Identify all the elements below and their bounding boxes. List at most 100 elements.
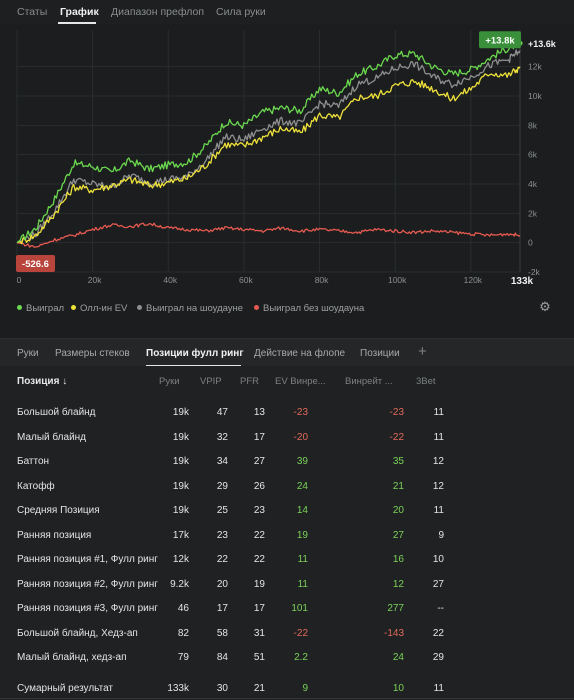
hands-value: 12k: [172, 554, 189, 565]
pfr-value: 27: [253, 456, 265, 467]
chart-svg: 12k 10k 8k 6k 4k 2k 0 -2k 0 20k 40k 60k 80k 100k 120k 1…: [16, 30, 557, 287]
pfr-value: 19: [253, 578, 265, 590]
hands-value: 133k: [167, 682, 189, 694]
pfr-value: 17: [253, 603, 265, 614]
vpip-value: 22: [216, 554, 228, 565]
winrate-value: 12: [392, 578, 404, 590]
table-row[interactable]: Ранняя позиция #1, Фулл ринг 12k 22 22 11 16 1…: [0, 545, 574, 569]
table-row[interactable]: Большой блайнд 19k 47 13 -23 -23 11: [0, 398, 574, 422]
column-header-vpip[interactable]: VPIP: [200, 376, 222, 387]
pfr-value: 13: [253, 407, 265, 418]
tab-hands[interactable]: Руки: [17, 348, 39, 359]
stats-panel: [0, 338, 574, 700]
3bet-value: 11: [433, 682, 444, 694]
legend-label-showdown: Выиграл на шоудауне: [146, 303, 244, 314]
table-row[interactable]: Баттон 19k 34 27 39 35 12: [0, 447, 574, 471]
ev-winrate-value: 19: [296, 529, 308, 541]
vpip-value: 32: [216, 431, 228, 443]
ev-winrate-value: 14: [296, 505, 308, 516]
ev-winrate-value: 2.2: [294, 652, 308, 663]
x-tick-label: 80k: [315, 275, 329, 285]
tab-hand-strength[interactable]: Сила руки: [216, 6, 266, 18]
table-row[interactable]: Катофф 19k 29 26 24 21 12: [0, 472, 574, 496]
series-non-showdown-line: [16, 222, 521, 248]
gear-icon[interactable]: ⚙: [539, 299, 551, 314]
chart-legend: Выиграл Олл-ин EV Выиграл на шоудауне Вы…: [0, 298, 574, 338]
tab-flop-action[interactable]: Действие на флопе: [254, 348, 346, 359]
report-tab-bar: Руки Размеры стеков Позиции фулл ринг Де…: [0, 338, 574, 367]
table-row[interactable]: Малый блайнд, хедз-ап 79 84 51 2.2 24 29: [0, 643, 574, 667]
table-row[interactable]: Большой блайнд, Хедз-ап 82 58 31 -22 -143 22: [0, 619, 574, 643]
vpip-value: 58: [216, 627, 228, 639]
pfr-value: 17: [253, 431, 265, 443]
won-end-value: +13.6k: [528, 39, 557, 49]
add-tab-icon[interactable]: +: [418, 343, 427, 360]
column-header-position[interactable]: Позиция ↓: [17, 376, 68, 387]
column-header-3bet[interactable]: 3Bet: [416, 376, 436, 387]
3bet-value: 12: [432, 480, 444, 492]
table-row[interactable]: Ранняя позиция #2, Фулл ринг 9.2k 20 19 11 12…: [0, 570, 574, 594]
hands-value: 46: [177, 603, 189, 614]
position-name: Ранняя позиция #2, Фулл ринг: [17, 578, 158, 590]
tab-graph[interactable]: График: [60, 6, 99, 18]
winrate-value: 277: [387, 603, 404, 614]
y-tick-label: 4k: [528, 179, 538, 189]
legend-label-allin-ev: Олл-ин EV: [80, 303, 128, 314]
legend-dot-showdown: [137, 304, 142, 310]
tab-full-ring-positions[interactable]: Позиции фулл ринг: [146, 348, 244, 359]
tab-preflop-range[interactable]: Диапазон префлоп: [111, 6, 205, 18]
legend-dot-allin-ev: [71, 304, 76, 310]
hands-value: 19k: [172, 456, 189, 467]
vpip-value: 29: [216, 480, 228, 492]
3bet-value: 11: [433, 431, 444, 443]
column-header-ev-winrate[interactable]: EV Винре...: [275, 376, 326, 387]
3bet-value: 11: [433, 505, 444, 516]
vpip-value: 25: [216, 505, 228, 516]
x-tick-label: 40k: [163, 275, 177, 285]
y-tick-label: 8k: [528, 120, 538, 130]
position-name: Ранняя позиция #3, Фулл ринг: [17, 603, 158, 614]
position-name: Малый блайнд: [17, 431, 87, 443]
vpip-value: 30: [216, 682, 228, 694]
winrate-value: 24: [392, 652, 404, 663]
legend-dot-non-showdown: [254, 304, 259, 310]
ev-winrate-value: 24: [296, 480, 308, 492]
vpip-value: 20: [216, 578, 228, 590]
table-row[interactable]: Ранняя позиция 17k 23 22 19 27 9: [0, 521, 574, 545]
ev-winrate-value: 11: [297, 554, 308, 565]
winrate-value: 10: [392, 682, 404, 694]
tab-stats[interactable]: Статы: [17, 6, 48, 18]
tab-positions[interactable]: Позиции: [360, 348, 400, 359]
y-tick-label: 6k: [528, 150, 538, 160]
chart-series: [16, 40, 521, 248]
legend-item-non-showdown[interactable]: Выиграл без шоудауна: [254, 303, 364, 314]
3bet-value: 12: [432, 456, 444, 467]
table-row[interactable]: Средняя Позиция 19k 25 23 14 20 11: [0, 496, 574, 520]
column-header-winrate[interactable]: Винрейт ...: [345, 376, 393, 387]
pfr-value: 31: [253, 627, 265, 639]
hands-value: 17k: [172, 529, 189, 541]
chart-labels: 12k 10k 8k 6k 4k 2k 0 -2k 0 20k 40k 60k 80k 100k 120k 1…: [16, 31, 557, 287]
x-tick-label: 60k: [239, 275, 253, 285]
active-tab-indicator: [58, 22, 96, 24]
y-tick-label: -2k: [528, 267, 541, 277]
y-tick-label: 2k: [528, 208, 538, 218]
vpip-value: 17: [216, 603, 228, 614]
pfr-value: 21: [253, 682, 265, 694]
column-header-hands[interactable]: Руки: [159, 376, 180, 387]
position-name: Ранняя позиция: [17, 529, 92, 541]
pfr-value: 26: [253, 480, 265, 492]
3bet-value: 29: [432, 652, 444, 663]
legend-item-allin-ev[interactable]: Олл-ин EV: [71, 303, 127, 314]
ev-winrate-value: 11: [297, 578, 308, 590]
table-row[interactable]: Малый блайнд 19k 32 17 -20 -22 11: [0, 423, 574, 447]
position-name: Катофф: [17, 480, 55, 492]
legend-item-won[interactable]: Выиграл: [17, 303, 64, 314]
winrate-value: 20: [392, 505, 404, 516]
table-row[interactable]: Ранняя позиция #3, Фулл ринг 46 17 17 101 277…: [0, 594, 574, 618]
legend-item-showdown[interactable]: Выиграл на шоудауне: [137, 303, 243, 314]
tab-stack-sizes[interactable]: Размеры стеков: [55, 348, 130, 359]
total-row[interactable]: Сумарный результат 133k 30 21 9 10 11: [0, 674, 574, 698]
column-header-pfr[interactable]: PFR: [240, 376, 259, 387]
hands-value: 79: [177, 652, 189, 663]
